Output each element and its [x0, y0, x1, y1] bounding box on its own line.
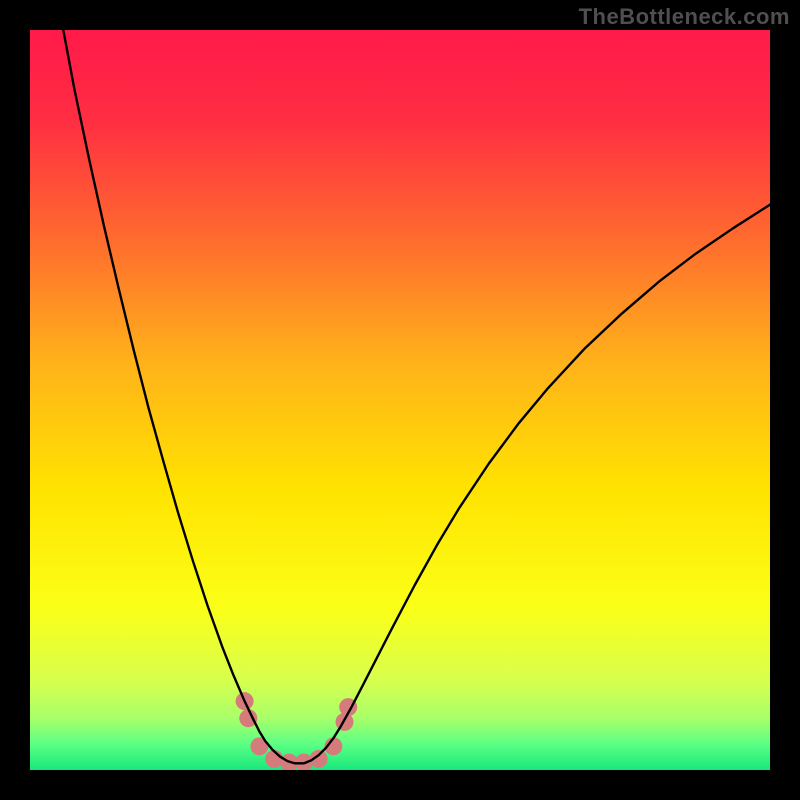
bottleneck-curve-chart	[0, 0, 800, 800]
chart-frame: TheBottleneck.com	[0, 0, 800, 800]
watermark-text: TheBottleneck.com	[579, 4, 790, 30]
plot-background	[30, 30, 770, 770]
